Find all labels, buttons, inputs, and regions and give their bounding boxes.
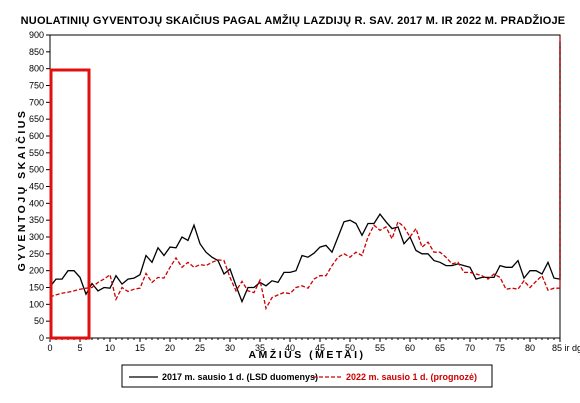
series-layer	[49, 35, 561, 311]
y-tick-label: 350	[29, 215, 44, 225]
x-tick-label: 0	[47, 343, 52, 353]
legend-label-2022: 2022 m. sausio 1 d. (prognozė)	[346, 372, 477, 382]
y-tick-label: 400	[29, 198, 44, 208]
x-tick-label: 35	[255, 343, 265, 353]
y-tick-label: 900	[29, 30, 44, 40]
y-tick-label: 0	[39, 333, 44, 343]
x-tick-label: 70	[465, 343, 475, 353]
x-tick-label: 50	[345, 343, 355, 353]
x-axis-label: AMŽIUS (METAI)	[248, 348, 365, 361]
y-axis-ticks: 0 50 100 150 200 250 300 350 400 450 500 550 600 650 7…	[29, 30, 50, 343]
x-tick-label: 25	[195, 343, 205, 353]
y-tick-label: 100	[29, 299, 44, 309]
y-tick-label: 750	[29, 81, 44, 91]
x-tick-label: 5	[77, 343, 82, 353]
y-tick-label: 250	[29, 249, 44, 259]
x-tick-label: 15	[135, 343, 145, 353]
y-tick-label: 550	[29, 148, 44, 158]
legend-label-2017: 2017 m. sausio 1 d. (LSD duomenys)	[162, 372, 318, 382]
y-tick-label: 700	[29, 97, 44, 107]
x-tick-label: 10	[105, 343, 115, 353]
y-tick-label: 850	[29, 47, 44, 57]
highlight-box	[49, 68, 91, 340]
plot-area-border	[49, 34, 561, 339]
series-line-2022	[49, 35, 561, 311]
y-tick-label: 600	[29, 131, 44, 141]
x-tick-label: 55	[375, 343, 385, 353]
y-tick-label: 150	[29, 283, 44, 293]
y-tick-label: 500	[29, 165, 44, 175]
x-tick-label: 40	[285, 343, 295, 353]
y-tick-label: 300	[29, 232, 44, 242]
y-axis-label: GYVENTOJŲ SKAIČIUS	[15, 109, 28, 272]
legend-box	[121, 364, 493, 388]
y-tick-label: 800	[29, 64, 44, 74]
chart-title: NUOLATINIŲ GYVENTOJŲ SKAIČIUS PAGAL AMŽI…	[21, 14, 566, 27]
x-tick-label: 80	[525, 343, 535, 353]
legend: 2017 m. sausio 1 d. (LSD duomenys) 2022 …	[121, 364, 493, 388]
x-tick-label-last: 85 ir dg.	[552, 343, 580, 353]
y-tick-label: 450	[29, 182, 44, 192]
x-tick-label: 30	[225, 343, 235, 353]
x-tick-label: 65	[435, 343, 445, 353]
series-line-2017	[49, 41, 561, 304]
x-tick-label: 20	[165, 343, 175, 353]
x-tick-label: 45	[315, 343, 325, 353]
y-tick-label: 650	[29, 114, 44, 124]
x-axis-ticks: 0 5 10 15 20 25 30 35 40 45 50 55 60 65 70 75 80 85 ir dg…	[47, 338, 580, 353]
x-tick-label: 75	[495, 343, 505, 353]
y-tick-label: 200	[29, 266, 44, 276]
y-tick-label: 50	[34, 316, 44, 326]
x-tick-label: 60	[405, 343, 415, 353]
